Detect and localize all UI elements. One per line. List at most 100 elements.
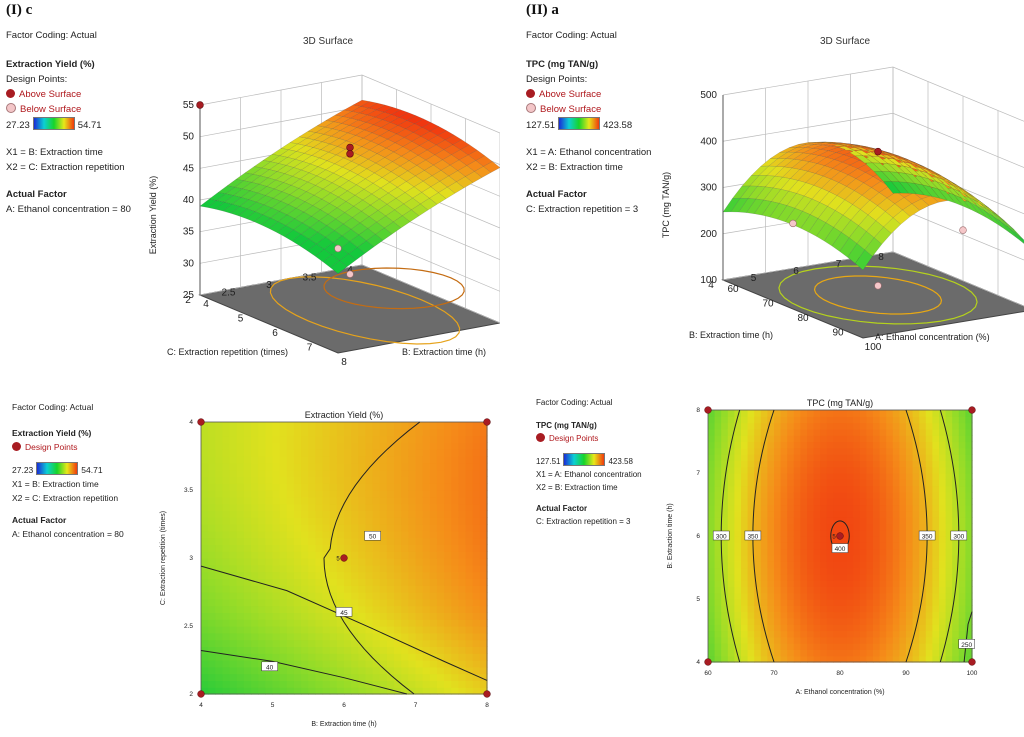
heatmap-cell (853, 617, 861, 625)
heatmap-cell (301, 626, 309, 634)
heatmap-cell (365, 428, 374, 437)
heatmap-cell (708, 523, 716, 531)
heatmap-cell (465, 483, 474, 491)
heatmap-cell (965, 504, 973, 512)
heatmap-cell (394, 503, 402, 511)
heatmap-cell (846, 523, 854, 531)
heatmap-cell (265, 605, 274, 613)
heatmap-cell (833, 567, 841, 575)
heatmap-cell (912, 422, 920, 430)
heatmap-cell (853, 624, 861, 632)
heatmap-cell (386, 673, 395, 681)
heatmap-cell (853, 643, 861, 650)
heatmap-cell (820, 643, 828, 650)
heatmap-cell (873, 498, 881, 506)
heatmap-cell (336, 619, 345, 627)
heatmap-cell (293, 517, 302, 525)
surface-cell (355, 178, 374, 190)
heatmap-cell (429, 619, 438, 627)
heatmap-cell (243, 632, 252, 641)
heatmap-cell (807, 567, 815, 575)
heatmap-cell (236, 517, 245, 525)
heatmap-cell (734, 580, 742, 587)
heatmap-cell (853, 454, 861, 461)
heatmap-cell (754, 617, 762, 625)
heatmap-cell (774, 649, 782, 657)
heatmap-cell (807, 554, 815, 562)
heatmap-cell (714, 542, 722, 550)
surface-cell (332, 166, 351, 177)
x1-factor: X1 = A: Ethanol concentration (536, 470, 642, 479)
heatmap-cell (793, 447, 801, 455)
heatmap-cell (708, 485, 716, 493)
heatmap-cell (866, 599, 874, 606)
heatmap-cell (793, 410, 801, 417)
heatmap-cell (315, 598, 324, 607)
heatmap-cell (708, 573, 716, 581)
heatmap-cell (258, 449, 266, 457)
heatmap-cell (932, 466, 940, 474)
heatmap-cell (415, 537, 424, 545)
heatmap-cell (840, 485, 848, 493)
heatmap-cell (787, 624, 795, 632)
heatmap-cell (243, 517, 252, 525)
heatmap-cell (952, 624, 960, 632)
heatmap-cell (236, 469, 245, 477)
heatmap-cell (727, 416, 735, 424)
heatmap-cell (925, 435, 933, 443)
heatmap-cell (727, 460, 735, 468)
colorbar (36, 462, 79, 475)
heatmap-cell (265, 571, 274, 579)
heatmap-cell (793, 567, 801, 575)
heatmap-cell (329, 510, 338, 518)
surface-cell (373, 167, 392, 178)
heatmap-cell (229, 442, 238, 450)
heatmap-cell (215, 449, 224, 457)
heatmap-cell (293, 646, 302, 654)
heatmap-cell (365, 564, 374, 573)
heatmap-cell (372, 646, 381, 654)
heatmap-cell (859, 542, 867, 550)
heatmap-cell (760, 630, 768, 638)
heatmap-cell (826, 542, 834, 550)
heatmap-cell (708, 454, 716, 461)
heatmap-cell (774, 643, 782, 650)
heatmap-cell (336, 544, 345, 552)
heatmap-cell (826, 605, 834, 613)
heatmap-cell (351, 469, 359, 477)
heatmap-cell (879, 617, 887, 625)
heatmap-cell (767, 643, 775, 650)
heatmap-cell (379, 503, 388, 511)
heatmap-cell (243, 422, 252, 430)
heatmap-cell (873, 542, 881, 550)
design-points-label: Design Points (549, 434, 599, 443)
heatmap-cell (826, 599, 834, 606)
heatmap-cell (236, 428, 245, 437)
heatmap-cell (708, 491, 716, 499)
heatmap-cell (721, 441, 729, 449)
heatmap-cell (308, 435, 316, 443)
heatmap-cell (760, 554, 768, 562)
heatmap-cell (451, 435, 459, 443)
heatmap-cell (358, 456, 367, 464)
heatmap-cell (859, 504, 867, 512)
heatmap-cell (899, 630, 907, 638)
heatmap-cell (308, 680, 316, 688)
heatmap-cell (436, 462, 445, 471)
heatmap-cell (236, 483, 245, 491)
heatmap-cell (714, 485, 722, 493)
heatmap-cell (754, 410, 762, 417)
heatmap-cell (958, 473, 966, 480)
heatmap-cell (286, 639, 295, 647)
heatmap-cell (408, 544, 417, 552)
heatmap-cell (734, 410, 742, 417)
heatmap-cell (251, 428, 259, 437)
heatmap-cell (826, 655, 834, 663)
heatmap-cell (906, 567, 914, 575)
heatmap-cell (344, 639, 352, 647)
heatmap-cell (833, 435, 841, 443)
heatmap-cell (365, 517, 374, 525)
heatmap-cell (741, 441, 749, 449)
heatmap-cell (826, 536, 834, 543)
heatmap-cell (379, 558, 388, 566)
